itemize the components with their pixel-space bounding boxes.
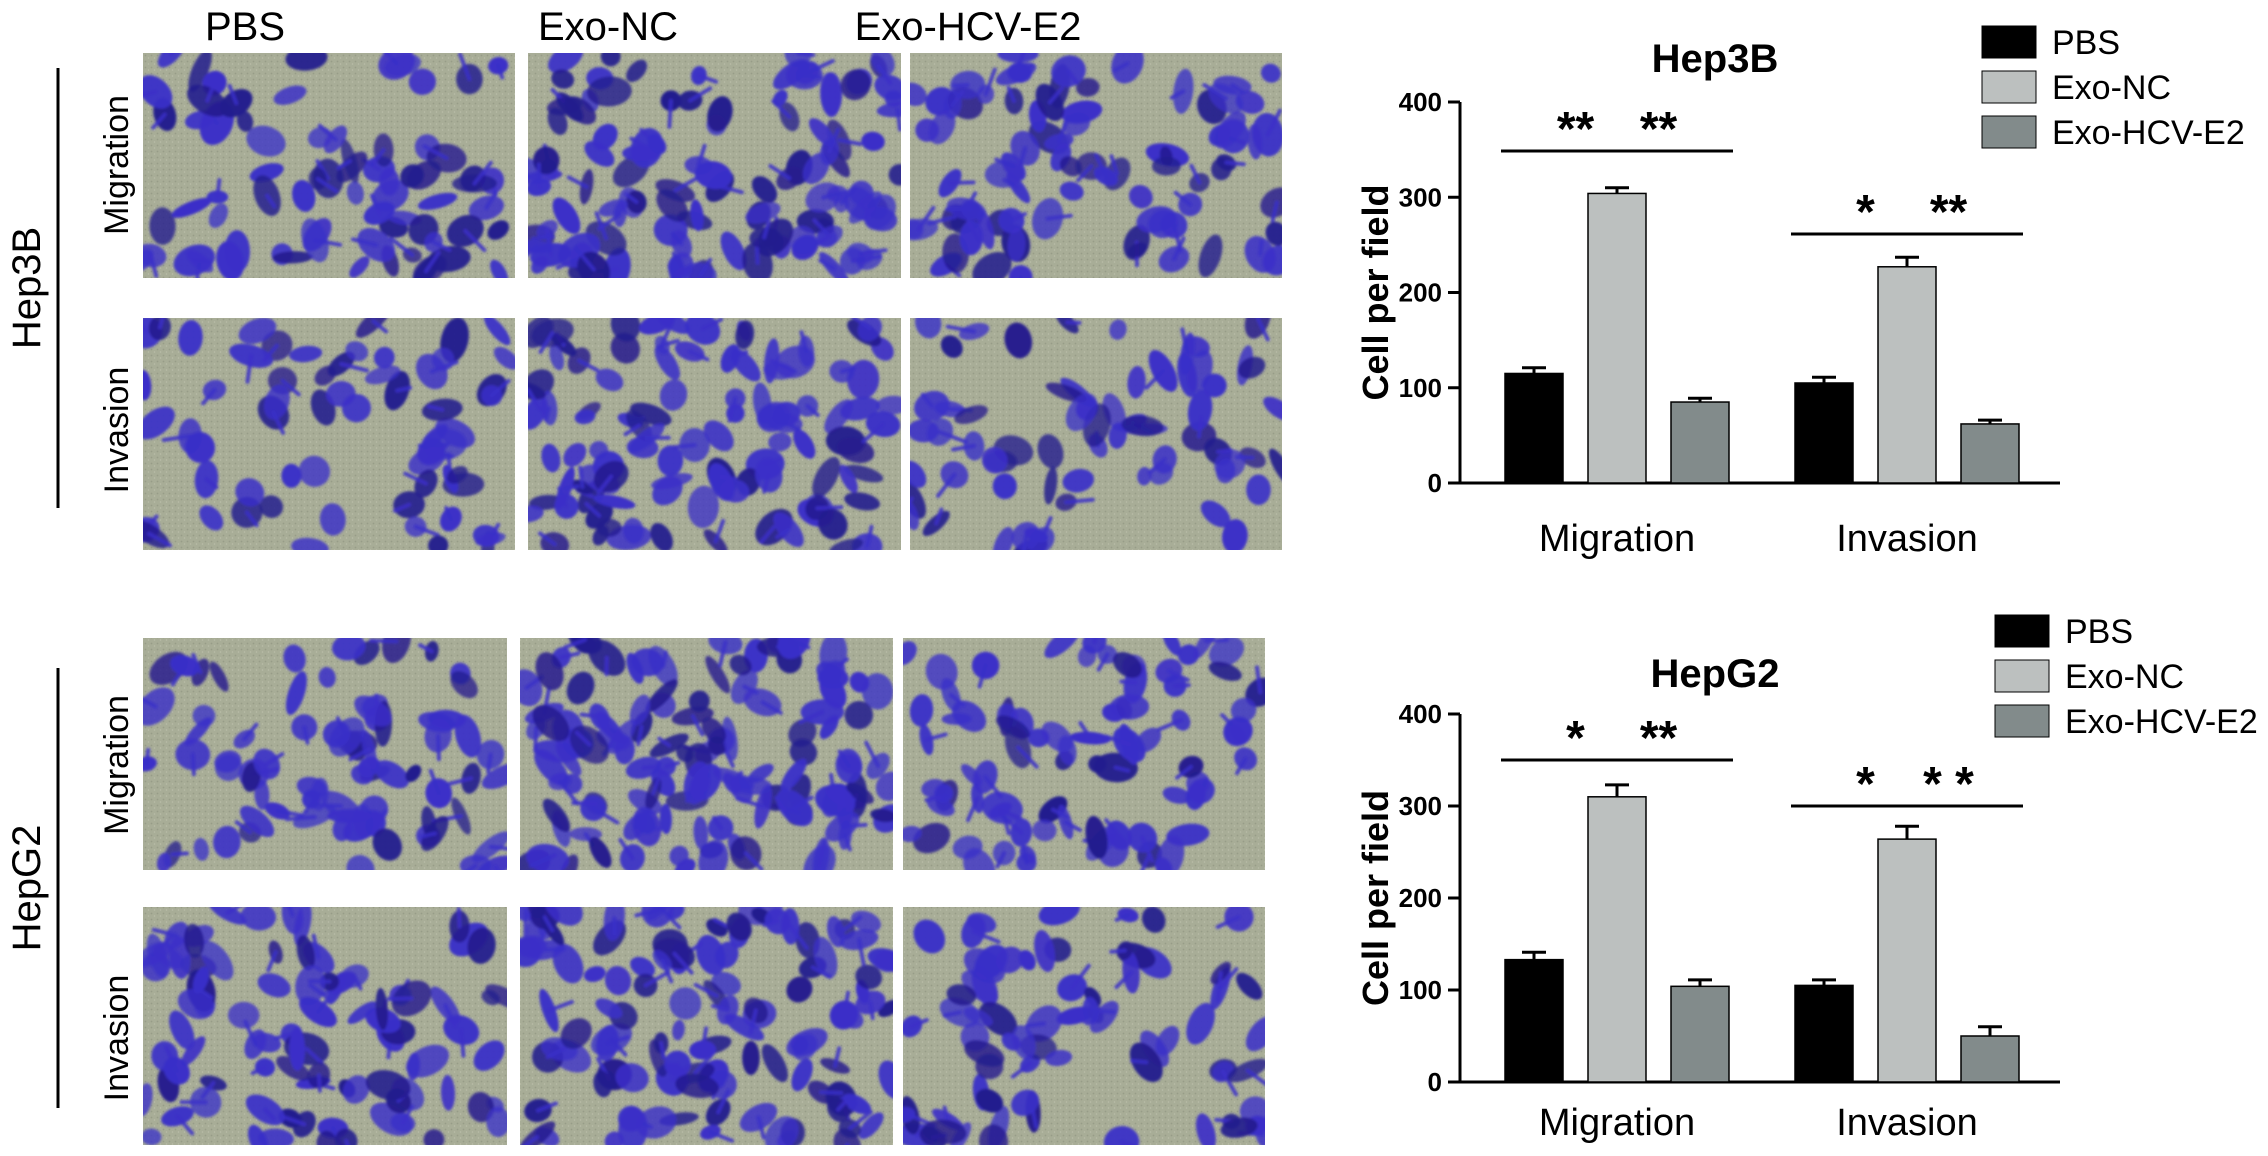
chart-hepg2: HepG2 0 100 200 300 400 Cell per field Migratio… — [1355, 613, 2258, 1144]
row-label-hepg2-migration: Migration — [98, 695, 136, 835]
micrograph-hep3b-migration-exo-nc — [528, 53, 901, 278]
bar-exo-nc-invasion — [1877, 266, 1937, 484]
column-header-exo-nc: Exo-NC — [538, 5, 678, 49]
category-label: Migration — [1539, 1102, 1695, 1144]
category-label: Invasion — [1836, 518, 1978, 560]
bar-exo-hcv-e2-migration — [1670, 985, 1730, 1083]
y-tick-label: 100 — [1399, 975, 1442, 1005]
column-header-pbs: PBS — [205, 5, 285, 49]
significance-label: * — [1856, 758, 1875, 811]
significance-label: ** — [1930, 186, 1968, 239]
category-label: Invasion — [1836, 1102, 1978, 1144]
row-label-hepg2-invasion: Invasion — [98, 975, 136, 1102]
micrograph-hep3b-migration-exo-hcv-e2 — [910, 53, 1282, 278]
bar-pbs-migration — [1504, 958, 1564, 1083]
y-tick-label: 400 — [1399, 699, 1442, 729]
legend-swatch — [1994, 614, 2050, 648]
micrograph-hepg2-migration-pbs — [143, 638, 507, 870]
bar-exo-hcv-e2-invasion — [1960, 423, 2020, 484]
legend-label: Exo-NC — [2052, 69, 2171, 107]
micrograph-hep3b-invasion-pbs — [143, 318, 515, 550]
row-label-hep3b-invasion: Invasion — [98, 367, 136, 494]
bar-pbs-invasion — [1794, 382, 1854, 484]
bar-pbs-invasion — [1794, 984, 1854, 1083]
y-tick-label: 100 — [1399, 373, 1442, 403]
significance-label: ** — [1640, 103, 1678, 156]
significance-label: ** — [1640, 712, 1678, 765]
significance-label: * — [1566, 712, 1585, 765]
legend-swatch — [1994, 659, 2050, 693]
legend-swatch — [1981, 115, 2037, 149]
row-label-hep3b-migration: Migration — [98, 95, 136, 235]
y-tick-label: 300 — [1399, 182, 1442, 212]
micrograph-hepg2-migration-exo-nc — [520, 638, 893, 870]
y-axis-title: Cell per field — [1355, 790, 1396, 1006]
group-label-hep3b: Hep3B — [5, 227, 49, 349]
group-label-hepg2: HepG2 — [5, 825, 49, 952]
bar-exo-nc-invasion — [1877, 838, 1937, 1083]
legend-swatch — [1994, 704, 2050, 738]
bar-exo-hcv-e2-migration — [1670, 401, 1730, 484]
micrograph-images — [143, 53, 1282, 1145]
y-tick-label: 300 — [1399, 791, 1442, 821]
bar-exo-nc-migration — [1587, 192, 1647, 484]
significance-label: * — [1856, 186, 1875, 239]
legend-label: PBS — [2052, 24, 2120, 62]
y-tick-label: 200 — [1399, 278, 1442, 308]
y-tick-label: 0 — [1428, 468, 1442, 498]
y-tick-label: 0 — [1428, 1067, 1442, 1097]
y-tick-label: 200 — [1399, 883, 1442, 913]
legend-label: PBS — [2065, 613, 2133, 651]
micrograph-panel: PBS Exo-NC Exo-HCV-E2 Hep3B HepG2 Migrat… — [5, 5, 1282, 1145]
category-label: Migration — [1539, 518, 1695, 560]
chart-title: Hep3B — [1652, 37, 1779, 81]
chart-title: HepG2 — [1651, 652, 1780, 696]
micrograph-hepg2-invasion-exo-nc — [520, 907, 893, 1145]
y-axis-title: Cell per field — [1355, 184, 1396, 400]
y-tick-label: 400 — [1399, 87, 1442, 117]
micrograph-hep3b-migration-pbs — [143, 53, 515, 278]
chart-hep3b: Hep3B 0 100 200 300 400 Cell per field Migratio… — [1355, 24, 2245, 560]
significance-label: * * — [1923, 758, 1974, 811]
micrograph-hepg2-migration-exo-hcv-e2 — [903, 638, 1265, 870]
micrograph-hep3b-invasion-exo-nc — [528, 318, 901, 550]
legend-label: Exo-HCV-E2 — [2065, 703, 2258, 741]
significance-label: ** — [1557, 103, 1595, 156]
micrograph-hep3b-invasion-exo-hcv-e2 — [910, 318, 1282, 550]
micrograph-hepg2-invasion-pbs — [143, 907, 507, 1145]
column-header-exo-hcv-e2: Exo-HCV-E2 — [855, 5, 1082, 49]
legend-swatch — [1981, 25, 2037, 59]
bar-pbs-migration — [1504, 372, 1564, 484]
bar-exo-nc-migration — [1587, 796, 1647, 1083]
legend-label: Exo-NC — [2065, 658, 2184, 696]
legend-swatch — [1981, 70, 2037, 104]
micrograph-hepg2-invasion-exo-hcv-e2 — [903, 907, 1265, 1145]
legend-label: Exo-HCV-E2 — [2052, 114, 2245, 152]
bar-exo-hcv-e2-invasion — [1960, 1035, 2020, 1083]
